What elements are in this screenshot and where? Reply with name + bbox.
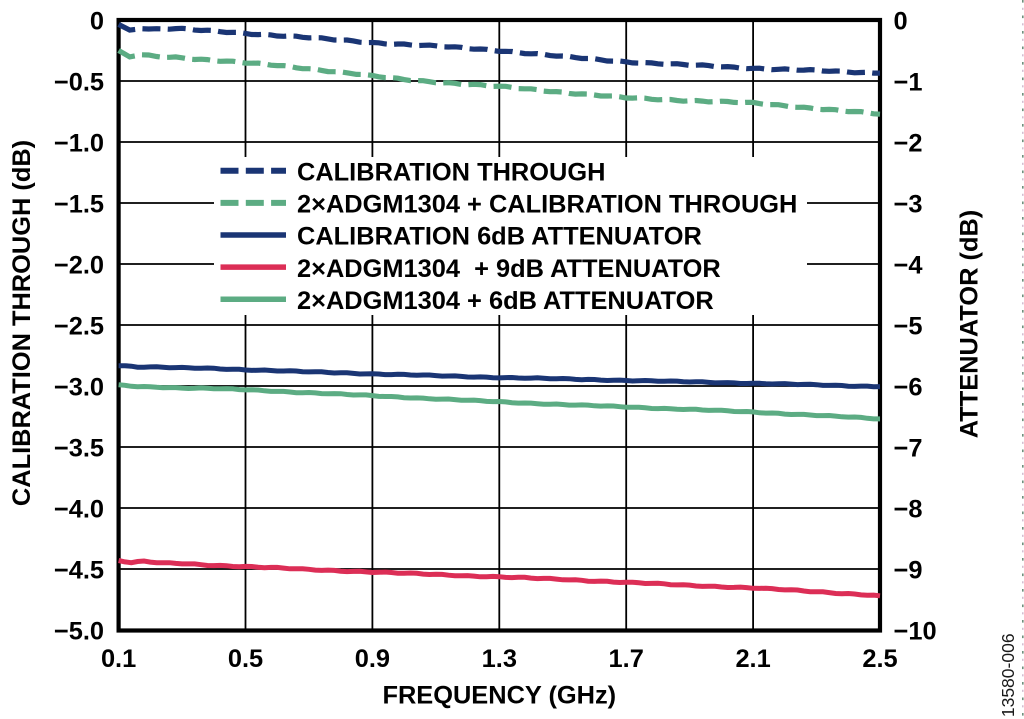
svg-text:1.7: 1.7 [609,645,644,673]
svg-text:−10: −10 [894,618,937,646]
svg-text:−0.5: −0.5 [54,69,104,97]
svg-text:−2: −2 [894,130,923,158]
svg-text:−1: −1 [894,69,923,97]
svg-text:−2.5: −2.5 [54,313,104,341]
svg-text:−1.0: −1.0 [54,130,104,158]
svg-text:0: 0 [894,8,908,36]
svg-text:0.9: 0.9 [355,645,390,673]
svg-text:−3: −3 [894,191,923,219]
svg-text:2.1: 2.1 [735,645,770,673]
svg-text:−9: −9 [894,557,923,585]
svg-text:2×ADGM1304 + 6dB ATTENUATOR: 2×ADGM1304 + 6dB ATTENUATOR [297,287,714,315]
svg-text:−3.5: −3.5 [54,435,104,463]
svg-text:2×ADGM1304 + 9dB ATTENUATOR: 2×ADGM1304 + 9dB ATTENUATOR [297,255,721,283]
svg-text:13580-006: 13580-006 [998,633,1018,717]
svg-text:−2.0: −2.0 [54,252,104,280]
svg-text:−4: −4 [894,252,923,280]
svg-text:−4.5: −4.5 [54,557,104,585]
svg-text:2×ADGM1304 + CALIBRATION THROU: 2×ADGM1304 + CALIBRATION THROUGH [297,190,797,218]
svg-text:FREQUENCY (GHz): FREQUENCY (GHz) [382,682,616,710]
svg-text:−3.0: −3.0 [54,374,104,402]
svg-text:−1.5: −1.5 [54,191,104,219]
svg-text:0.1: 0.1 [101,645,136,673]
svg-text:CALIBRATION 6dB ATTENUATOR: CALIBRATION 6dB ATTENUATOR [297,223,702,251]
svg-text:ATTENUATOR (dB): ATTENUATOR (dB) [956,210,984,438]
svg-text:−8: −8 [894,496,923,524]
svg-text:1.3: 1.3 [482,645,517,673]
svg-text:0: 0 [90,8,104,36]
svg-text:2.5: 2.5 [862,645,897,673]
svg-text:−7: −7 [894,435,923,463]
svg-text:−6: −6 [894,374,923,402]
svg-text:−4.0: −4.0 [54,496,104,524]
svg-text:0.5: 0.5 [228,645,263,673]
svg-text:−5: −5 [894,313,923,341]
svg-text:CALIBRATION THROUGH: CALIBRATION THROUGH [297,158,605,186]
svg-text:CALIBRATION THROUGH (dB): CALIBRATION THROUGH (dB) [8,140,36,506]
svg-text:−5.0: −5.0 [54,618,104,646]
